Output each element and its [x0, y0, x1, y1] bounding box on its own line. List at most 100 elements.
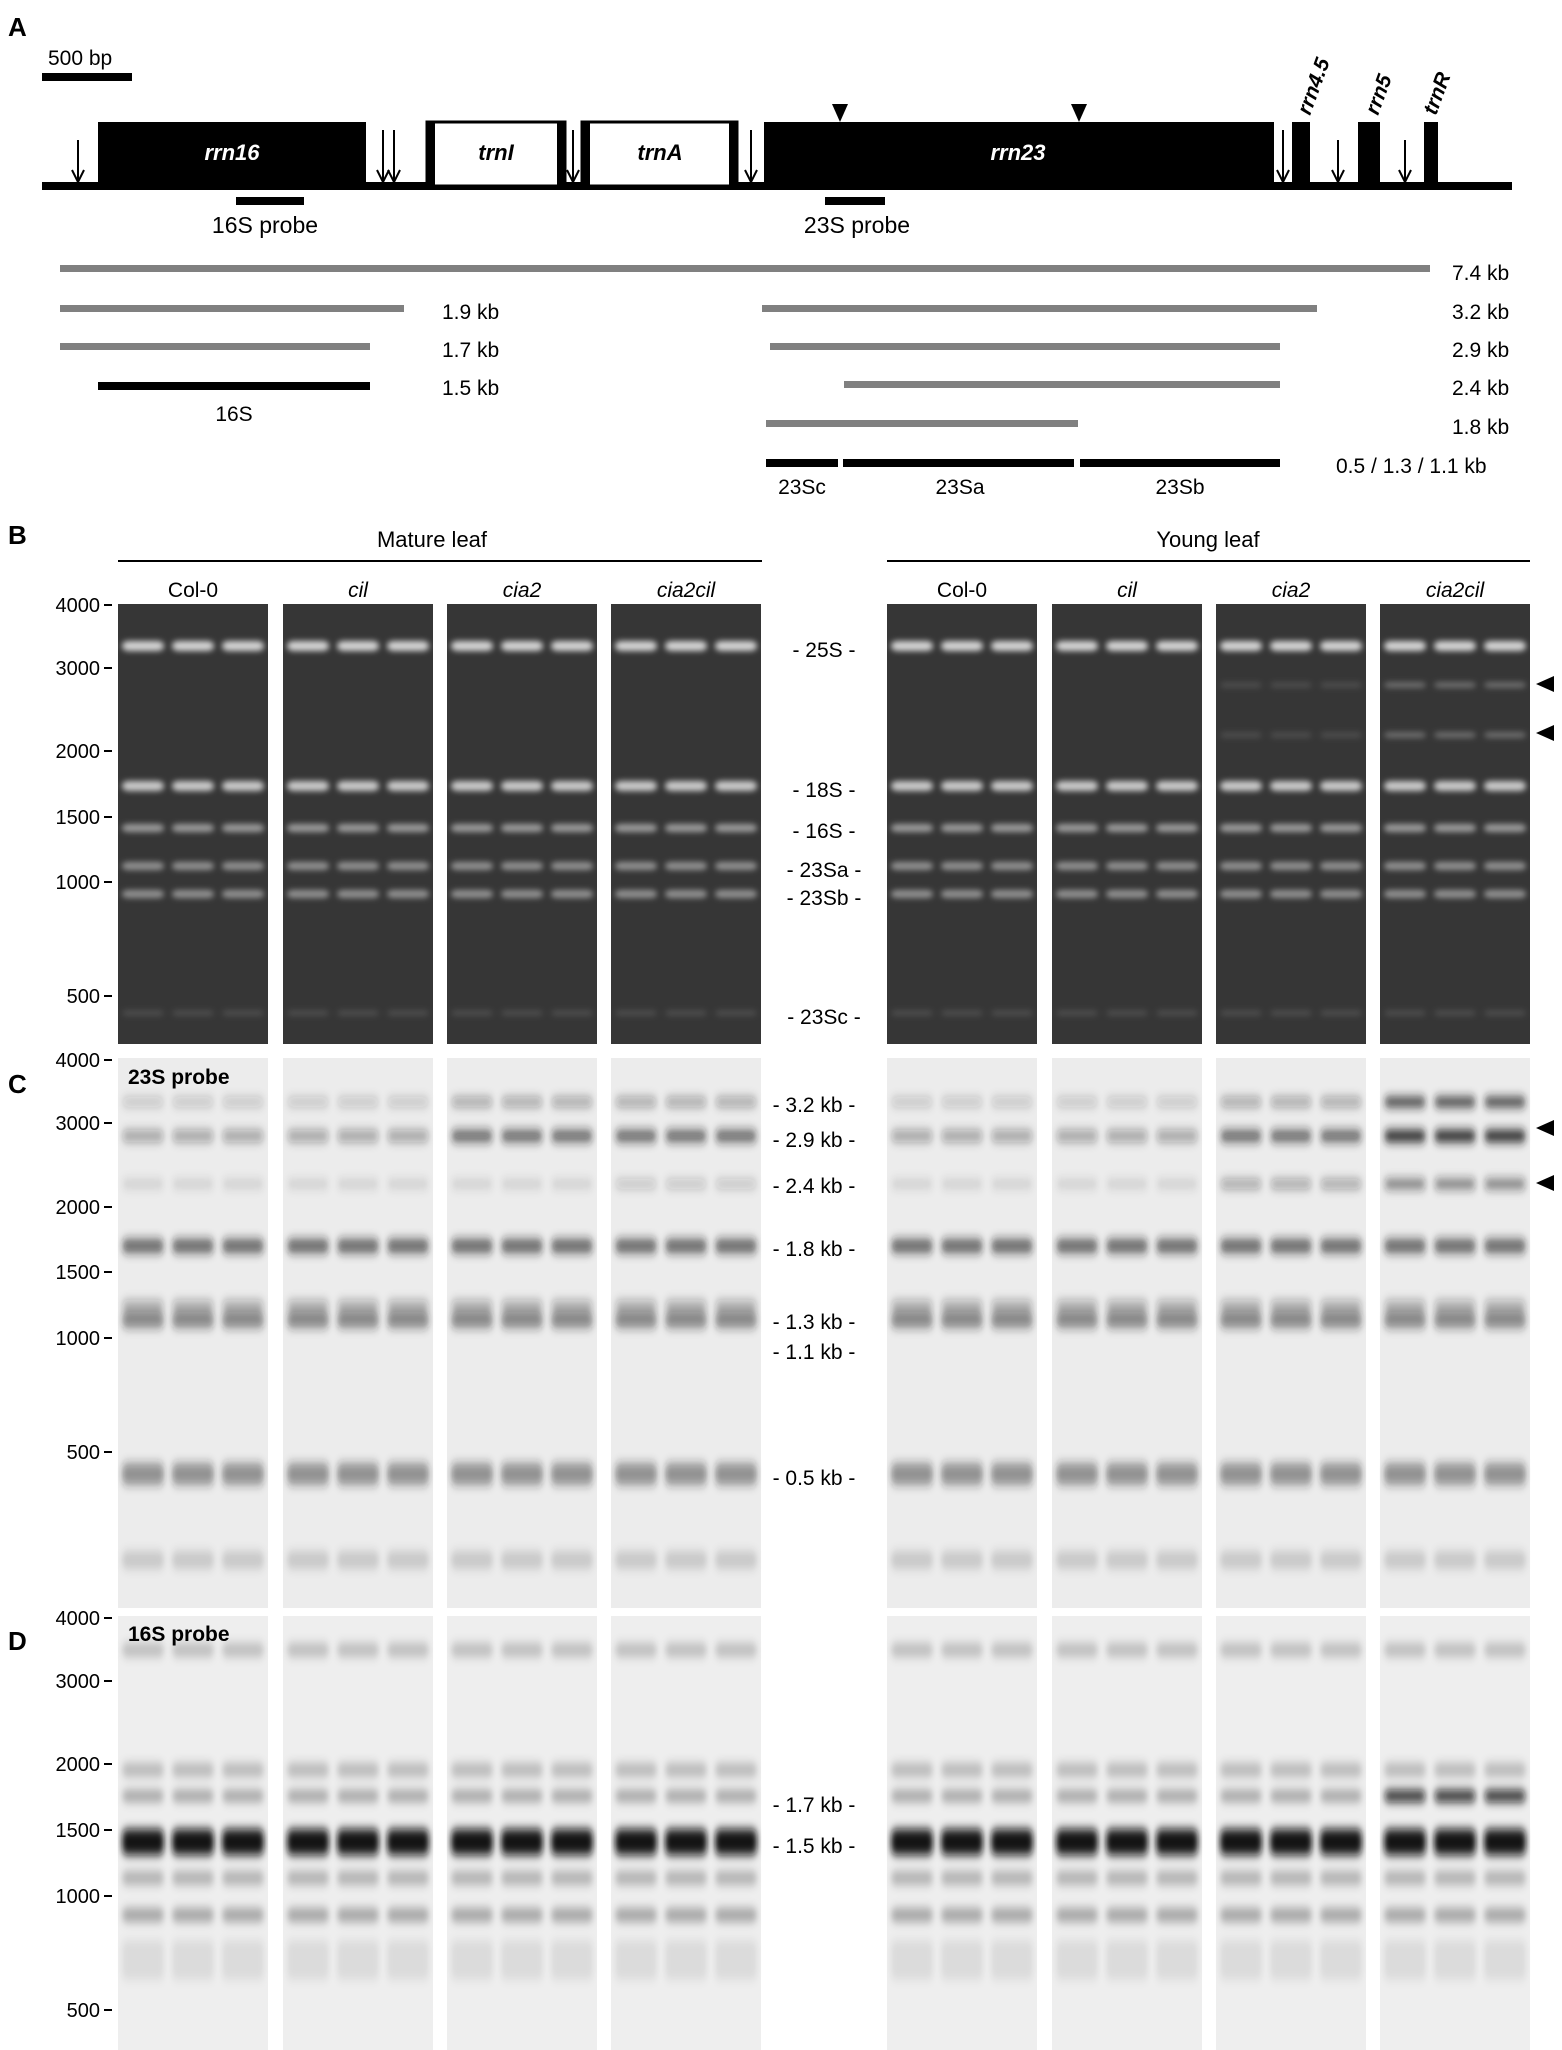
gene-trnI-exon2 — [557, 122, 565, 186]
band — [551, 824, 593, 832]
band — [1106, 641, 1148, 651]
band — [941, 1312, 983, 1328]
band — [1384, 1312, 1426, 1328]
panel-c: C 23S probe 4000 3000 2000 1500 1000 500… — [8, 1050, 1554, 1608]
hidden-break-triangle-icon — [832, 104, 848, 122]
band — [615, 1179, 657, 1189]
band — [1270, 1239, 1312, 1253]
band — [891, 1010, 933, 1016]
band — [991, 1908, 1033, 1922]
genotype-labels: Col-0 cil cia2 cia2cil Col-0 cil cia2 cia2cil — [168, 579, 1486, 602]
band — [551, 641, 593, 651]
band — [615, 1010, 657, 1016]
gene-trnA-label: trnA — [637, 140, 682, 165]
band — [1106, 1940, 1148, 1980]
band — [387, 862, 429, 870]
lane — [1056, 1097, 1098, 1569]
mature-23sb-bar — [1080, 459, 1280, 467]
band — [1220, 1239, 1262, 1253]
band — [501, 1130, 543, 1142]
band — [122, 1940, 164, 1980]
band — [1220, 1551, 1262, 1569]
lane — [1434, 1643, 1476, 1980]
band — [387, 781, 429, 791]
band — [501, 1300, 543, 1312]
size-marker: 1500 — [56, 1262, 101, 1284]
lane — [172, 1097, 214, 1569]
band — [1056, 1239, 1098, 1253]
band — [551, 1312, 593, 1328]
band — [1484, 1763, 1526, 1777]
band — [1320, 862, 1362, 870]
size-marker: 3000 — [56, 1113, 101, 1135]
band — [891, 1763, 933, 1777]
band — [941, 1010, 983, 1016]
lane — [501, 1097, 543, 1569]
band — [1156, 1829, 1198, 1855]
band — [1434, 1763, 1476, 1777]
band — [172, 1940, 214, 1980]
band — [122, 1010, 164, 1016]
band — [1056, 1829, 1098, 1855]
band — [1320, 1940, 1362, 1980]
band — [1220, 682, 1262, 688]
gel-lane-block — [447, 1616, 597, 2050]
band — [1320, 1010, 1362, 1016]
gel-lane-block — [283, 604, 433, 1044]
lane-block-bg — [1216, 1058, 1366, 1608]
band — [387, 1790, 429, 1802]
sample-headers: B Mature leaf Young leaf Col-0 cil cia2 cia… — [8, 520, 1530, 602]
band — [1434, 824, 1476, 832]
band — [222, 1179, 264, 1189]
lane — [615, 1097, 657, 1569]
panel-d-letter: D — [8, 1626, 27, 1656]
band — [337, 1763, 379, 1777]
gel-lane-block — [447, 604, 597, 1044]
mature-23sc-bar — [766, 459, 838, 467]
band — [387, 1097, 429, 1107]
band — [715, 641, 757, 651]
band — [615, 1871, 657, 1885]
band — [665, 1312, 707, 1328]
band — [222, 1300, 264, 1312]
band — [1270, 1130, 1312, 1142]
band — [451, 781, 493, 791]
band — [1384, 1010, 1426, 1016]
band — [501, 1790, 543, 1802]
band — [1384, 1130, 1426, 1142]
band — [222, 1239, 264, 1253]
mature-23sa-bar — [843, 459, 1074, 467]
band — [1484, 1643, 1526, 1657]
band — [551, 862, 593, 870]
probe-16s-label: 16S probe — [212, 212, 318, 238]
band — [715, 1312, 757, 1328]
band — [222, 1551, 264, 1569]
band — [1270, 1790, 1312, 1802]
band — [287, 1940, 329, 1980]
band — [941, 781, 983, 791]
band — [715, 1300, 757, 1312]
band — [1056, 824, 1098, 832]
transcript-7-4kb — [60, 265, 1430, 272]
band — [1384, 682, 1426, 688]
lane — [1320, 1097, 1362, 1569]
lane — [891, 1643, 933, 1980]
band — [1270, 1097, 1312, 1107]
band — [991, 890, 1033, 898]
band — [1434, 862, 1476, 870]
lane — [1270, 641, 1312, 1016]
band — [615, 1463, 657, 1485]
band — [1270, 1871, 1312, 1885]
band — [991, 1871, 1033, 1885]
band — [387, 1300, 429, 1312]
band — [501, 781, 543, 791]
band — [1434, 1130, 1476, 1142]
band — [501, 1763, 543, 1777]
lane — [891, 641, 933, 1016]
band — [991, 1790, 1033, 1802]
lane — [991, 1097, 1033, 1569]
band — [1484, 1097, 1526, 1107]
lane — [387, 641, 429, 1016]
arrowhead-left-icon — [1536, 725, 1554, 741]
band-label: - 16S - — [792, 820, 855, 843]
